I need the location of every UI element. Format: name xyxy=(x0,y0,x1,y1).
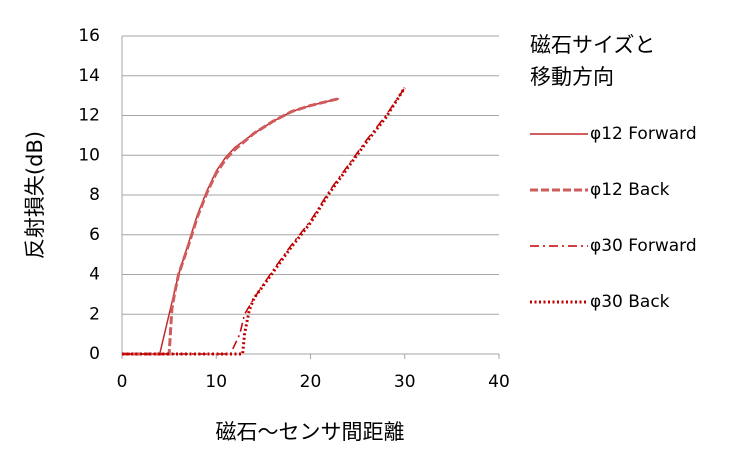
x-tick-label: 20 xyxy=(300,372,322,392)
legend-label: φ12 Back xyxy=(590,180,670,200)
x-axis-label: 磁石～センサ間距離 xyxy=(216,420,405,444)
y-tick-label: 16 xyxy=(78,26,100,46)
x-tick-label: 40 xyxy=(488,372,510,392)
y-tick-label: 14 xyxy=(78,66,100,86)
y-tick-label: 12 xyxy=(78,106,100,126)
y-tick-label: 4 xyxy=(89,265,100,285)
x-tick-label: 0 xyxy=(117,372,128,392)
legend-label: φ30 Back xyxy=(590,292,670,312)
y-tick-label: 2 xyxy=(89,304,100,324)
x-tick-label: 30 xyxy=(394,372,416,392)
series-line xyxy=(122,86,407,356)
y-tick-label: 0 xyxy=(89,344,100,364)
series-line xyxy=(122,87,406,355)
legend-title: 移動方向 xyxy=(530,65,614,89)
x-tick-label: 10 xyxy=(205,372,227,392)
y-tick-label: 8 xyxy=(89,185,100,205)
y-tick-label: 6 xyxy=(89,225,100,245)
y-axis-label: 反射損失(dB) xyxy=(23,131,47,259)
y-tick-label: 10 xyxy=(78,145,100,165)
legend-label: φ30 Forward xyxy=(590,236,697,256)
series-line xyxy=(122,97,340,356)
legend-label: φ12 Forward xyxy=(590,124,697,144)
legend-title: 磁石サイズと xyxy=(530,33,655,57)
